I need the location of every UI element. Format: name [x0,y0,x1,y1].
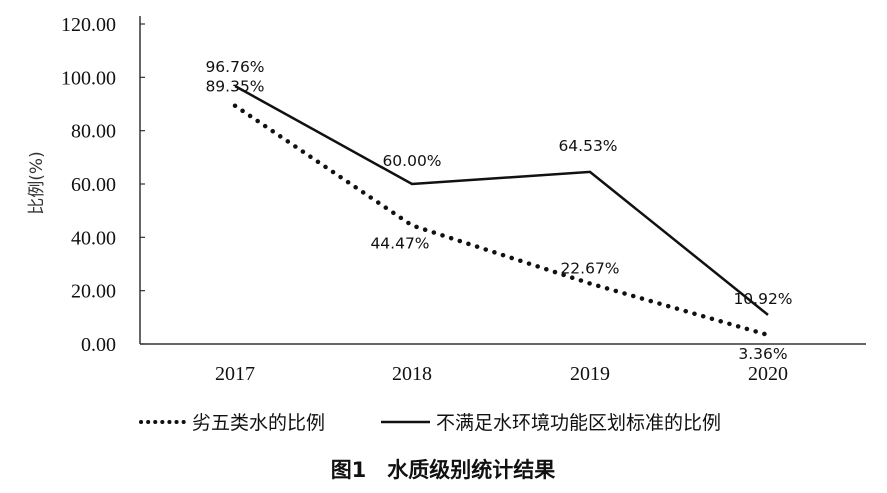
series-line-1 [232,103,771,338]
data-label-series-2: 60.00% [382,152,441,170]
x-tick-label: 2018 [392,363,432,385]
y-axis-title: 比例(%) [27,151,47,214]
legend-label-series-2: 不满足水环境功能区划标准的比例 [436,412,721,434]
y-tick-label: 100.00 [61,67,116,89]
y-tick-label: 60.00 [71,174,116,196]
chart-series [232,84,771,338]
legend: 劣五类水的比例 不满足水环境功能区划标准的比例 [139,412,721,434]
legend-label-series-1: 劣五类水的比例 [192,412,325,434]
chart-axes [139,16,866,345]
y-tick-label: 0.00 [81,334,116,356]
x-tick-label: 2017 [215,363,255,385]
y-tick-label: 20.00 [71,281,116,303]
data-label-series-2: 96.76% [205,58,264,76]
y-tick-label: 40.00 [71,227,116,249]
y-tick-label: 80.00 [71,121,116,143]
y-tick-label: 120.00 [61,14,116,36]
data-label-series-2: 64.53% [558,137,617,155]
data-label-series-1: 3.36% [738,345,787,363]
y-axis-ticks: 0.00 20.00 40.00 60.00 80.00 100.00 120.00 [61,14,145,356]
x-tick-label: 2019 [570,363,610,385]
x-axis-ticks: 2017 2018 2019 2020 [215,363,788,385]
data-label-series-1: 22.67% [560,260,619,278]
data-labels: 89.35% 44.47% 22.67% 3.36% 96.76% 60.00% 64.53… [205,58,792,363]
figure-caption: 图1 水质级别统计结果 [331,458,556,482]
x-tick-label: 2020 [748,363,788,385]
data-label-series-2: 10.92% [733,290,792,308]
series-line-2 [234,84,769,316]
data-label-series-1: 44.47% [370,234,429,252]
data-label-series-1: 89.35% [205,78,264,96]
